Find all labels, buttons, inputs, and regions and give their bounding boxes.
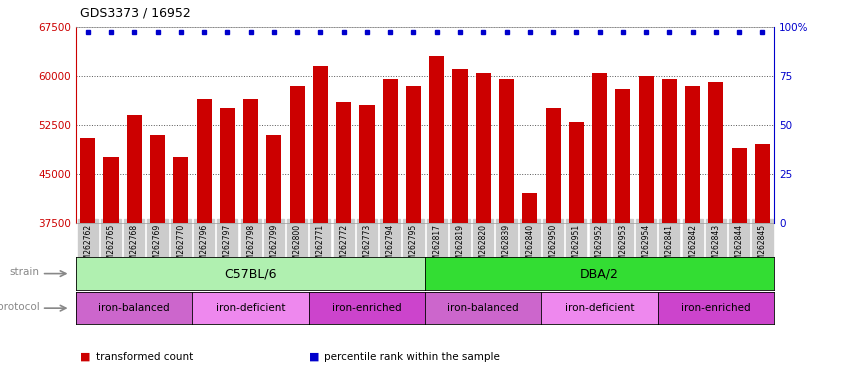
Bar	[289, 86, 305, 223]
Bar	[360, 105, 375, 223]
Text: iron-balanced: iron-balanced	[448, 303, 519, 313]
Text: iron-balanced: iron-balanced	[98, 303, 170, 313]
Bar	[103, 157, 118, 223]
Bar	[80, 138, 96, 223]
Text: iron-enriched: iron-enriched	[681, 303, 750, 313]
Bar	[382, 79, 398, 223]
Text: strain: strain	[9, 267, 40, 277]
Bar	[755, 144, 770, 223]
Bar	[732, 147, 747, 223]
Bar	[406, 86, 421, 223]
Bar	[615, 89, 630, 223]
Bar	[499, 79, 514, 223]
Bar	[243, 99, 258, 223]
Text: iron-enriched: iron-enriched	[332, 303, 402, 313]
Text: DBA/2: DBA/2	[580, 267, 619, 280]
Bar	[196, 99, 212, 223]
Bar	[569, 121, 584, 223]
Bar	[685, 86, 700, 223]
Bar	[592, 73, 607, 223]
Bar	[475, 73, 491, 223]
Bar	[127, 115, 142, 223]
Bar	[150, 134, 165, 223]
Text: ■: ■	[80, 352, 91, 362]
Text: transformed count: transformed count	[96, 352, 193, 362]
Bar	[429, 56, 444, 223]
Bar	[662, 79, 677, 223]
Bar	[173, 157, 189, 223]
Bar	[639, 76, 654, 223]
Bar	[546, 108, 561, 223]
Text: iron-deficient: iron-deficient	[216, 303, 285, 313]
Bar	[708, 82, 723, 223]
Text: C57BL/6: C57BL/6	[224, 267, 277, 280]
Text: ■: ■	[309, 352, 319, 362]
Text: GDS3373 / 16952: GDS3373 / 16952	[80, 6, 191, 19]
Bar	[266, 134, 282, 223]
Bar	[220, 108, 235, 223]
Bar	[313, 66, 328, 223]
Bar	[453, 69, 468, 223]
Bar	[336, 102, 351, 223]
Text: percentile rank within the sample: percentile rank within the sample	[324, 352, 500, 362]
Bar	[522, 193, 537, 223]
Text: protocol: protocol	[0, 301, 40, 311]
Text: iron-deficient: iron-deficient	[565, 303, 634, 313]
